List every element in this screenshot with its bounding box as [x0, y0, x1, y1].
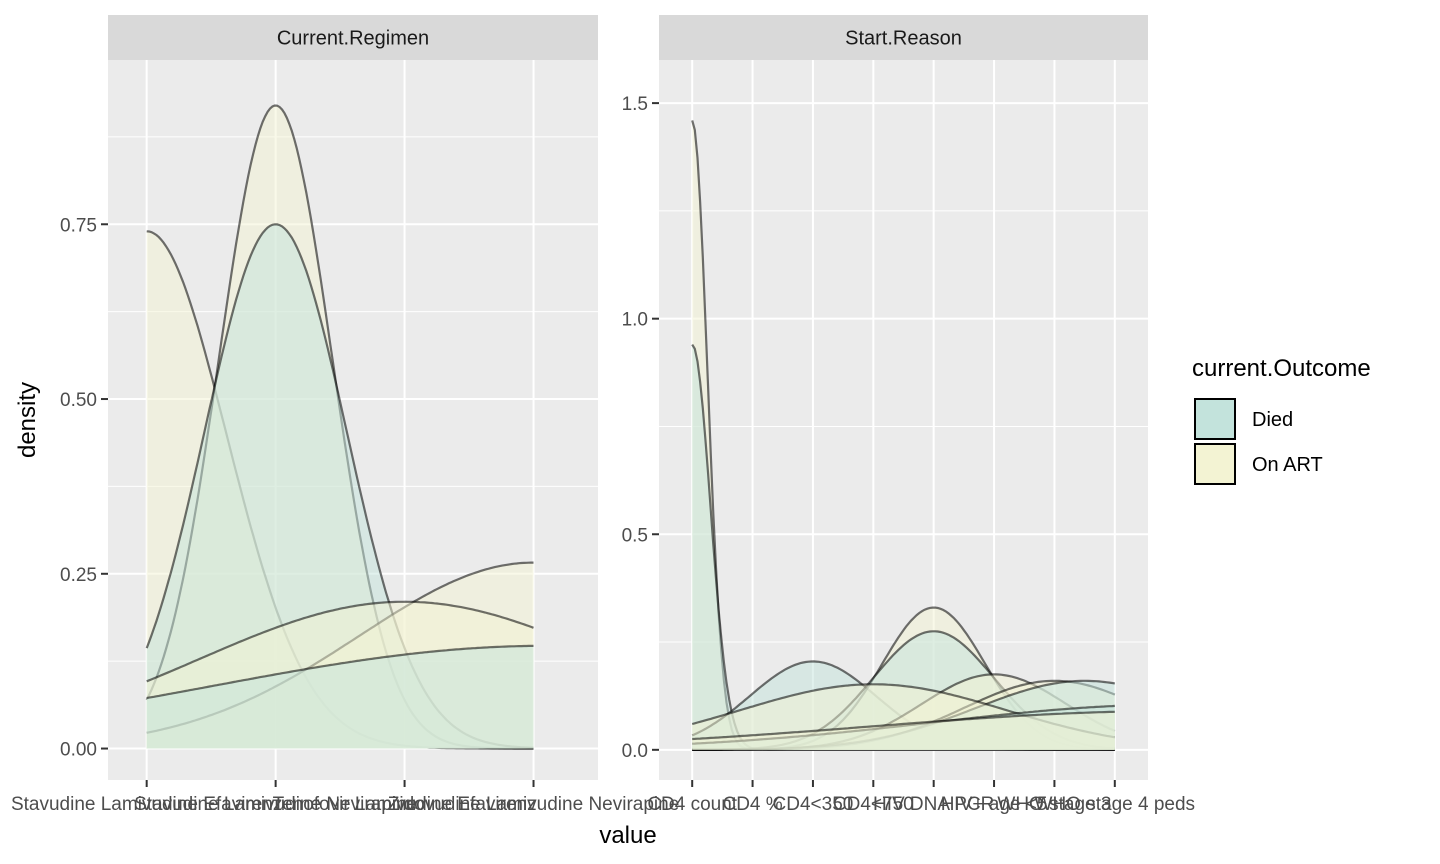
legend-label: On ART — [1252, 454, 1323, 476]
x-tick-label: CD4 count — [647, 794, 737, 815]
x-tick-label: CD4<750 — [833, 794, 914, 815]
x-tick-label: CD4 % — [722, 794, 782, 815]
density-curves — [691, 120, 1116, 751]
y-tick-label: 0.0 — [622, 741, 648, 762]
y-tick-label: 0.00 — [60, 740, 97, 761]
x-tick-label: Stavudine Lamivudine Nevirapine — [134, 794, 417, 815]
density-area-3 — [146, 224, 534, 749]
y-tick-label: 0.5 — [622, 525, 648, 546]
density-area-11 — [692, 711, 1115, 750]
x-tick-label: WHO stage 3 — [997, 794, 1111, 815]
legend: current.Outcome Died On ART — [1192, 355, 1371, 485]
y-tick-label: 0.25 — [60, 565, 97, 586]
facet-strip — [659, 15, 1148, 60]
x-tick-label: Stavudine Lamivudine Efavirenz — [11, 794, 282, 815]
x-tick-label: WHO stage 4 peds — [1035, 794, 1196, 815]
y-tick-label: 1.0 — [622, 310, 648, 331]
y-tick-label: 0.50 — [60, 390, 97, 411]
facet-strip-label: Start.Reason — [845, 28, 962, 50]
x-axis: Stavudine Lamivudine EfavirenzStavudine … — [11, 780, 679, 815]
density-line-6 — [146, 644, 534, 700]
x-tick-label: Tenofovir Lamivudine Efavirenz — [273, 794, 537, 815]
x-tick-label: HIV+ age <5 — [941, 794, 1048, 815]
density-line-11 — [692, 710, 1115, 741]
y-axis-title: density — [14, 382, 41, 458]
y-tick-label: 1.5 — [622, 94, 648, 115]
legend-title: current.Outcome — [1192, 355, 1371, 382]
x-tick-label: Zidovudine Lamivudine Nevirapine — [388, 794, 680, 815]
facet-strip — [108, 15, 598, 60]
y-axis: 0.0 0.5 1.0 1.5 — [622, 94, 659, 762]
density-area-6 — [146, 645, 534, 749]
panel-1: Current.Regimen 0.00 0.25 0.50 0.75 Stavudine… — [11, 15, 679, 815]
legend-key — [1194, 398, 1236, 440]
density-curves — [145, 104, 534, 750]
x-tick-label: CD4<350 — [773, 794, 854, 815]
y-tick-label: 0.75 — [60, 215, 97, 236]
density-line-5 — [146, 600, 534, 683]
x-axis-title: value — [599, 822, 656, 849]
legend-key — [1194, 443, 1236, 485]
legend-label: Died — [1252, 409, 1293, 431]
facet-panels: Current.Regimen 0.00 0.25 0.50 0.75 Stavudine… — [11, 15, 1195, 815]
x-tick-label: HIV DNA PCR — [873, 794, 994, 815]
y-axis: 0.00 0.25 0.50 0.75 — [60, 215, 108, 761]
facet-strip-label: Current.Regimen — [277, 28, 429, 50]
